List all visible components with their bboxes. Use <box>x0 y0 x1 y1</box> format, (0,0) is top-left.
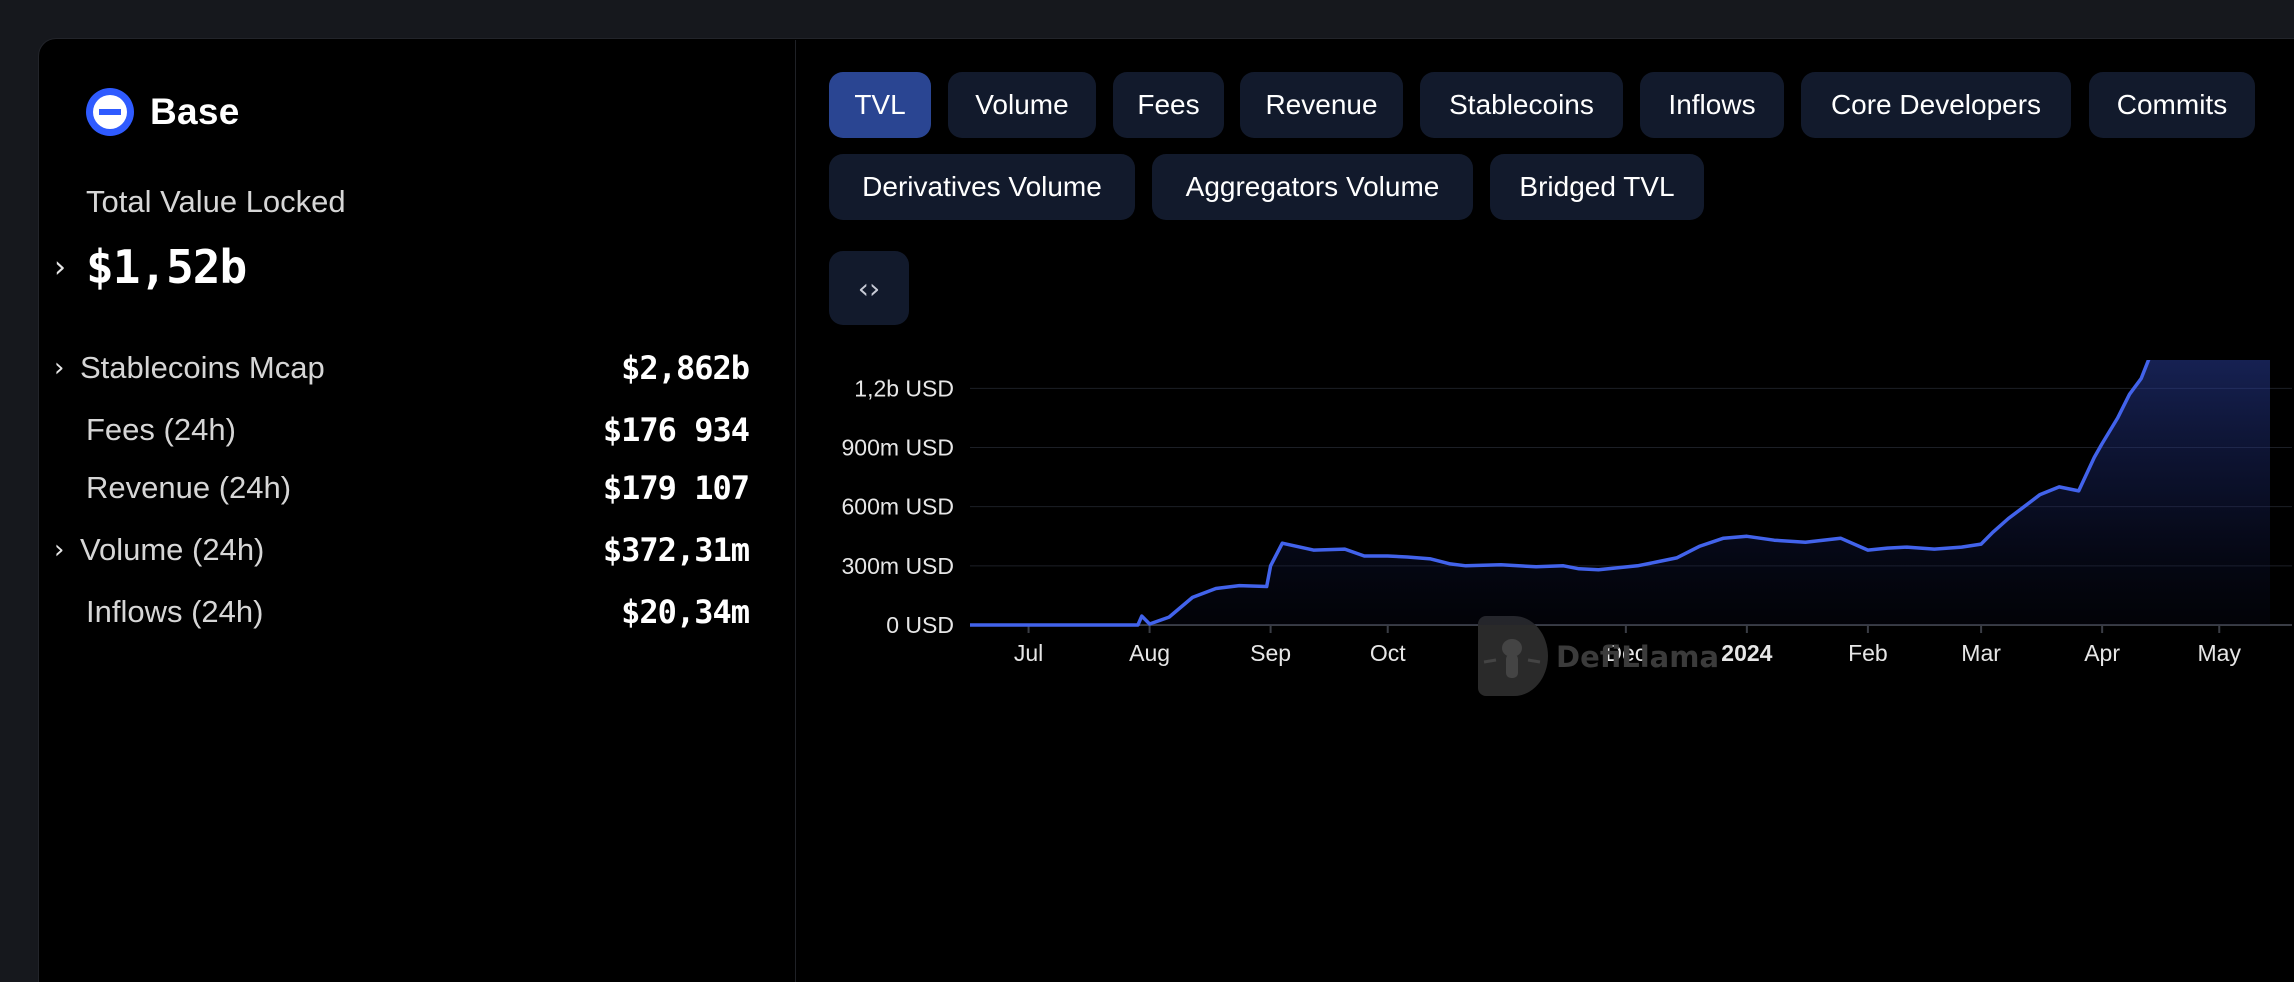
tab-inflows[interactable]: Inflows <box>1640 72 1784 138</box>
x-axis: JulAugSepOctNovDec2024FebMarAprMay <box>1014 625 2242 666</box>
stat-value: $2,862b <box>621 349 750 387</box>
tab-bridged-tvl[interactable]: Bridged TVL <box>1490 154 1704 220</box>
stat-value: $20,34m <box>621 593 750 631</box>
llama-logo-icon <box>1478 616 1548 696</box>
x-tick-label: Mar <box>1961 640 2001 666</box>
top-bar <box>0 0 2294 38</box>
x-tick-label: Feb <box>1848 640 1888 666</box>
code-brackets-icon: ‹› <box>857 271 881 305</box>
tvl-value: $1,52b <box>86 240 247 294</box>
chevron-right-icon: › <box>54 535 65 565</box>
tab-stablecoins[interactable]: Stablecoins <box>1420 72 1623 138</box>
stat-stablecoins-mcap[interactable]: › Stablecoins Mcap $2,862b <box>54 349 750 387</box>
x-tick-label: 2024 <box>1721 640 1772 666</box>
x-tick-label: Aug <box>1129 640 1170 666</box>
panel-divider <box>795 40 796 982</box>
embed-chart-button[interactable]: ‹› <box>829 251 909 325</box>
x-tick-label: Apr <box>2084 640 2120 666</box>
stat-label: Inflows (24h) <box>86 594 264 629</box>
tab-core-developers[interactable]: Core Developers <box>1801 72 2071 138</box>
x-tick-label: May <box>2198 640 2242 666</box>
stat-label: Stablecoins Mcap <box>80 350 325 385</box>
tvl-line <box>970 360 2151 627</box>
stat-revenue: Revenue (24h) $179 107 <box>54 469 750 507</box>
tvl-label: Total Value Locked <box>86 184 346 219</box>
stat-label: Volume (24h) <box>80 532 265 567</box>
stat-inflows: Inflows (24h) $20,34m <box>54 593 750 631</box>
x-tick-label: Sep <box>1250 640 1291 666</box>
chain-name: Base <box>150 91 240 132</box>
watermark-text: DefiLlama <box>1556 640 1719 674</box>
tab-aggregators-volume[interactable]: Aggregators Volume <box>1152 154 1473 220</box>
tab-derivatives-volume[interactable]: Derivatives Volume <box>829 154 1135 220</box>
watermark: DefiLlama <box>1478 616 1719 696</box>
y-tick-label: 300m USD <box>842 553 954 579</box>
tab-fees[interactable]: Fees <box>1113 72 1224 138</box>
x-tick-label: Jul <box>1014 640 1043 666</box>
chevron-right-icon: › <box>54 353 65 383</box>
stat-fees: Fees (24h) $176 934 <box>54 411 750 449</box>
chevron-right-icon: › <box>54 249 66 285</box>
tab-volume[interactable]: Volume <box>948 72 1096 138</box>
tab-commits[interactable]: Commits <box>2089 72 2255 138</box>
stat-value: $176 934 <box>602 411 750 449</box>
tab-tvl[interactable]: TVL <box>829 72 931 138</box>
y-tick-label: 1,2b USD <box>854 375 954 401</box>
x-tick-label: Dec <box>1605 640 1646 666</box>
tvl-area <box>970 360 2270 625</box>
x-tick-label: Oct <box>1370 640 1406 666</box>
stat-label: Fees (24h) <box>86 412 236 447</box>
chain-header: Base <box>86 88 240 136</box>
stat-label: Revenue (24h) <box>86 470 292 505</box>
base-logo-icon <box>86 88 134 136</box>
stat-value: $179 107 <box>602 469 750 507</box>
stat-volume[interactable]: › Volume (24h) $372,31m <box>54 531 750 569</box>
tab-revenue[interactable]: Revenue <box>1240 72 1403 138</box>
y-tick-label: 900m USD <box>842 435 954 461</box>
tvl-toggle[interactable]: › $1,52b <box>54 240 247 294</box>
y-tick-label: 600m USD <box>842 494 954 520</box>
stat-value: $372,31m <box>602 531 750 569</box>
y-tick-label: 0 USD <box>886 612 954 638</box>
